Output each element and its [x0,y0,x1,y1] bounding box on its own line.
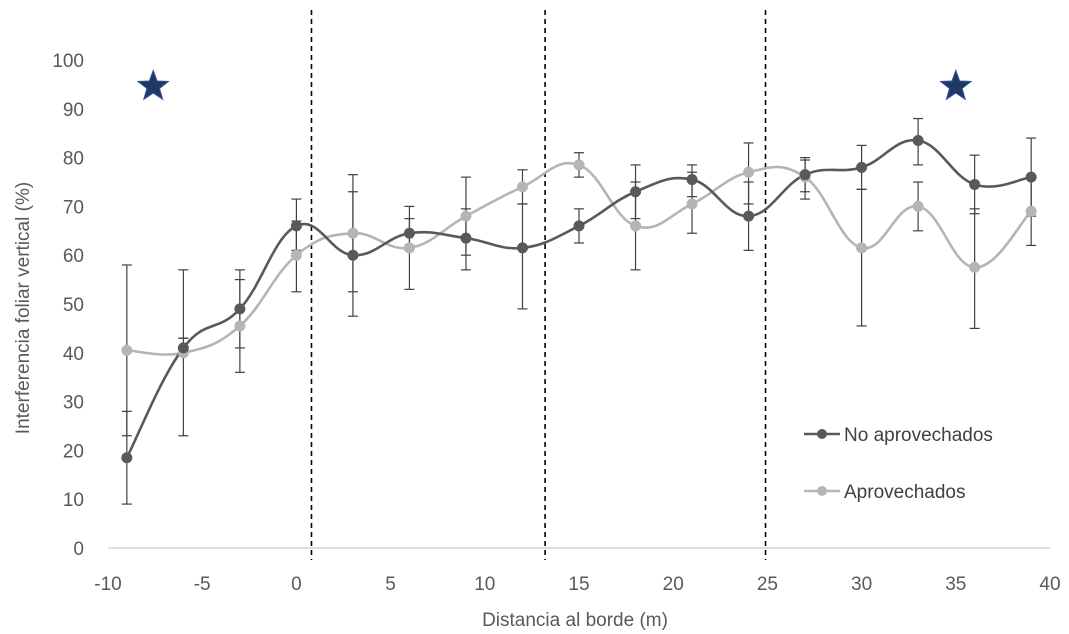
x-tick-label: 40 [1039,574,1060,595]
vertical-dashed-lines [310,10,767,560]
data-point [121,344,133,356]
y-tick-label: 80 [63,149,84,170]
series-line [125,139,1032,459]
data-point [630,220,642,232]
data-point [856,161,868,173]
data-point [347,227,359,239]
data-point [347,249,359,261]
data-point [177,342,189,354]
series-line [126,161,1033,356]
x-tick-label: 0 [291,574,302,595]
y-tick-label: 20 [63,441,84,462]
axes: 0 10 20 30 40 50 60 70 80 90 100 -10 -5 0 5 10 15 20 25 30 3… [52,51,1060,595]
data-point [912,200,924,212]
data-point [969,261,981,273]
series-points [121,135,1037,464]
error-bars [121,117,1037,505]
y-tick-label: 40 [63,344,84,365]
data-point [516,181,528,193]
x-tick-label: 35 [945,574,966,595]
y-axis-title: Interferencia foliar vertical (%) [13,182,34,434]
x-tick-label: 30 [851,574,872,595]
legend-marker [817,429,827,439]
legend: No aprovechados Aprovechados [804,425,993,503]
data-point [516,242,528,254]
series-lines [125,139,1033,459]
data-point [573,220,585,232]
star-icon [136,68,170,101]
significance-stars [136,68,973,101]
data-point [630,186,642,198]
y-tick-label: 50 [63,295,84,316]
data-point [1025,205,1037,217]
y-tick-label: 30 [63,393,84,414]
y-tick-label: 60 [63,246,84,267]
data-point [743,210,755,222]
data-point [969,178,981,190]
data-point [290,220,302,232]
y-tick-label: 0 [73,539,84,560]
data-point [460,232,472,244]
y-tick-label: 70 [63,197,84,218]
x-tick-label: 20 [663,574,684,595]
y-tick-label: 10 [63,490,84,511]
data-point [403,227,415,239]
y-tick-label: 100 [52,51,84,72]
data-point [121,452,133,464]
star-icon [939,68,973,101]
x-tick-label: -5 [194,574,211,595]
data-point [1025,171,1037,183]
x-tick-label: -10 [94,574,121,595]
x-tick-label: 5 [385,574,396,595]
data-point [460,210,472,222]
legend-label: No aprovechados [844,425,993,446]
data-point [290,249,302,261]
data-point [403,242,415,254]
data-point [686,174,698,186]
data-point [573,159,585,171]
legend-marker [817,486,827,496]
x-tick-label: 15 [568,574,589,595]
legend-label: Aprovechados [844,482,965,503]
data-point [799,169,811,181]
data-point [686,198,698,210]
data-point [856,242,868,254]
x-tick-label: 10 [474,574,495,595]
data-point [234,303,246,315]
x-tick-label: 25 [757,574,778,595]
data-point [912,135,924,147]
y-tick-label: 90 [63,100,84,121]
data-point [743,166,755,178]
x-axis-title: Distancia al borde (m) [482,610,668,631]
data-point [234,320,246,332]
